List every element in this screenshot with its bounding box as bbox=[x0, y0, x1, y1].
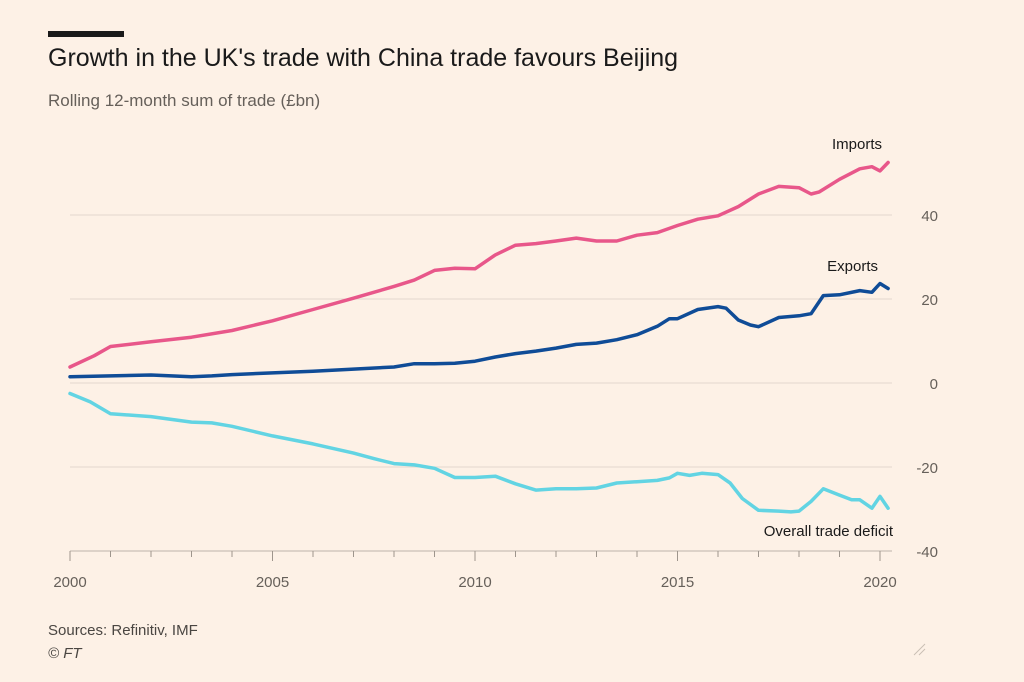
x-tick-label: 2020 bbox=[863, 574, 896, 591]
ft-top-rule bbox=[48, 31, 124, 37]
exports-label: Exports bbox=[827, 258, 878, 275]
exports-line bbox=[68, 281, 890, 379]
resize-corner-icon bbox=[913, 643, 926, 656]
imports-label: Imports bbox=[832, 136, 882, 153]
grid-lines bbox=[70, 214, 892, 552]
y-tick-label: 40 bbox=[921, 208, 938, 225]
chart-title: Growth in the UK's trade with China trad… bbox=[48, 44, 679, 72]
sources-note: Sources: Refinitiv, IMF bbox=[48, 622, 198, 639]
copyright-credit: © FT bbox=[48, 645, 82, 662]
y-tick-label: -40 bbox=[916, 544, 938, 561]
series-labels: Imports Exports Overall trade deficit bbox=[764, 136, 894, 540]
x-tick-label: 2010 bbox=[458, 574, 491, 591]
y-axis: 40 20 0 -20 -40 bbox=[916, 208, 938, 561]
series-lines bbox=[68, 160, 890, 514]
y-tick-label: 20 bbox=[921, 292, 938, 309]
y-tick-label: 0 bbox=[930, 376, 938, 393]
x-tick-label: 2000 bbox=[53, 574, 86, 591]
x-tick-label: 2015 bbox=[661, 574, 694, 591]
chart-subtitle: Rolling 12-month sum of trade (£bn) bbox=[48, 91, 321, 110]
x-tick-label: 2005 bbox=[256, 574, 289, 591]
overall-trade-deficit-label: Overall trade deficit bbox=[764, 523, 894, 540]
x-axis: 2000 2005 2010 2015 2020 bbox=[53, 551, 897, 591]
y-tick-label: -20 bbox=[916, 460, 938, 477]
overall-trade-deficit-line bbox=[68, 391, 890, 514]
imports-line bbox=[68, 160, 890, 369]
